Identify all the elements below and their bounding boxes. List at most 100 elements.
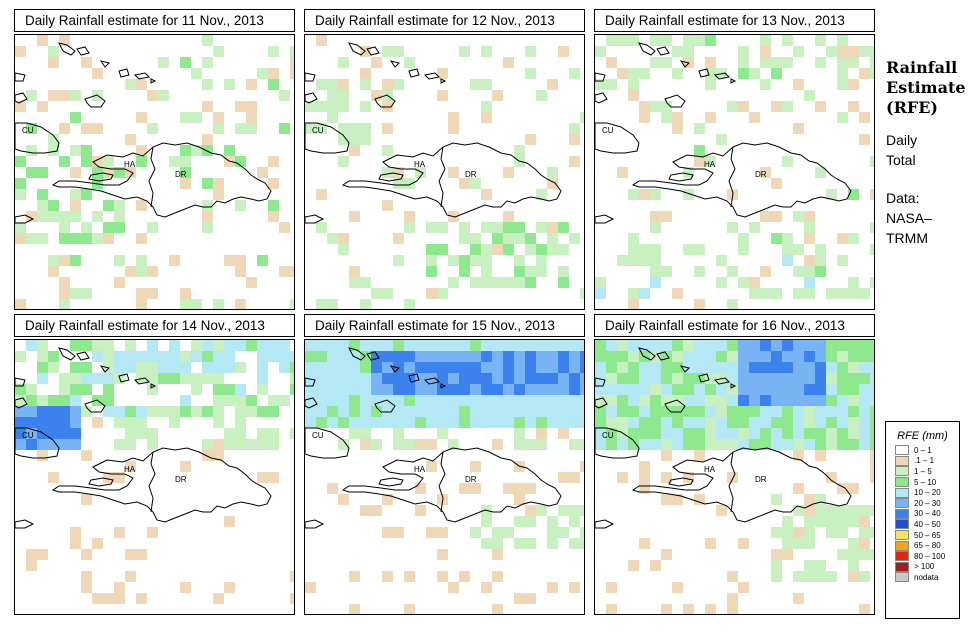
rainfall-cell (338, 90, 349, 101)
rainfall-cell (837, 527, 848, 538)
rainfall-cell (694, 299, 705, 309)
bahamas-island-coastline (15, 397, 28, 409)
rainfall-cell (650, 406, 661, 417)
rainfall-cell (870, 373, 874, 384)
rainfall-cell (683, 384, 694, 395)
rainfall-cell (37, 101, 48, 112)
rainfall-cell (448, 384, 459, 395)
rainfall-cell (459, 351, 470, 362)
rainfall-cell (268, 472, 279, 483)
rainfall-cell (628, 288, 639, 299)
haiti-label: HA (414, 465, 426, 474)
rainfall-cell (804, 266, 815, 277)
rainfall-cell (694, 384, 705, 395)
cuba-label: CU (312, 431, 324, 440)
rainfall-cell (558, 340, 569, 351)
rainfall-cell (426, 439, 437, 450)
rainfall-cell (558, 384, 569, 395)
rainfall-cell (793, 538, 804, 549)
rainfall-cell (606, 428, 617, 439)
rainfall-cell (114, 472, 125, 483)
rainfall-cell (492, 538, 503, 549)
rainfall-cell (536, 505, 547, 516)
rainfall-cell (437, 288, 448, 299)
rainfall-cell (125, 417, 136, 428)
rainfall-cell (59, 439, 70, 450)
rainfall-cell (48, 266, 59, 277)
rainfall-cell (114, 593, 125, 604)
rainfall-cell (202, 35, 213, 46)
rainfall-cell (213, 178, 224, 189)
rainfall-cell (426, 461, 437, 472)
rainfall-cell (382, 494, 393, 505)
rainfall-cell (639, 461, 650, 472)
rainfall-cell (37, 395, 48, 406)
rainfall-cell (459, 395, 470, 406)
legend-item: nodata (895, 572, 959, 583)
rainfall-cell (415, 406, 426, 417)
rainfall-cell (837, 35, 848, 46)
rainfall-cell (782, 362, 793, 373)
rainfall-cell (826, 395, 837, 406)
rainfall-cell (360, 395, 371, 406)
rainfall-cell (760, 288, 771, 299)
rainfall-cell (514, 255, 525, 266)
rainfall-cell (661, 384, 672, 395)
rainfall-cell (290, 46, 294, 57)
rainfall-cell (716, 255, 727, 266)
rainfall-cell (15, 395, 26, 406)
rainfall-cell (870, 156, 874, 167)
rainfall-cell (870, 428, 874, 439)
cuba-coastline (15, 122, 60, 154)
rainfall-cell (404, 340, 415, 351)
rainfall-cell (716, 428, 727, 439)
rainfall-cell (470, 483, 481, 494)
rainfall-cell (804, 494, 815, 505)
rainfall-cell (426, 266, 437, 277)
panel-title: Daily Rainfall estimate for 13 Nov., 201… (594, 9, 875, 32)
rainfall-cell (426, 395, 437, 406)
rainfall-cell (492, 233, 503, 244)
rainfall-cell (727, 384, 738, 395)
rainfall-cell (547, 244, 558, 255)
rainfall-cell (26, 340, 37, 351)
rainfall-cell (202, 406, 213, 417)
rainfall-cell (316, 362, 327, 373)
rainfall-cell (37, 373, 48, 384)
rainfall-cell (371, 439, 382, 450)
rainfall-cell (415, 505, 426, 516)
rainfall-cell (316, 123, 327, 134)
rainfall-cell (503, 417, 514, 428)
rainfall-cell (595, 288, 606, 299)
rainfall-cell (470, 417, 481, 428)
rainfall-cell (92, 167, 103, 178)
rainfall-cell (393, 395, 404, 406)
rainfall-cell (837, 395, 848, 406)
rainfall-cell (870, 472, 874, 483)
rainfall-cell (437, 527, 448, 538)
rainfall-cell (70, 211, 81, 222)
bahamas-island-coastline (638, 42, 656, 56)
rainfall-cell (125, 571, 136, 582)
rainfall-cell (114, 406, 125, 417)
rainfall-cell (268, 200, 279, 211)
rainfall-cell (180, 57, 191, 68)
rainfall-cell (202, 351, 213, 362)
rainfall-cell (246, 395, 257, 406)
rainfall-cell (606, 384, 617, 395)
rainfall-cell (738, 362, 749, 373)
rainfall-cell (81, 233, 92, 244)
rainfall-cell (404, 178, 415, 189)
hispaniola-coastline (51, 142, 272, 218)
rainfall-cell (859, 549, 870, 560)
rainfall-cell (338, 351, 349, 362)
bahamas-island-coastline (698, 68, 710, 78)
rainfall-cell (349, 395, 360, 406)
rainfall-cell (617, 35, 628, 46)
rainfall-cell (15, 222, 26, 233)
legend-item: 65 – 80 (895, 540, 959, 551)
rainfall-cell (393, 439, 404, 450)
rainfall-cell (650, 266, 661, 277)
rainfall-cell (81, 288, 92, 299)
rainfall-cell (327, 351, 338, 362)
